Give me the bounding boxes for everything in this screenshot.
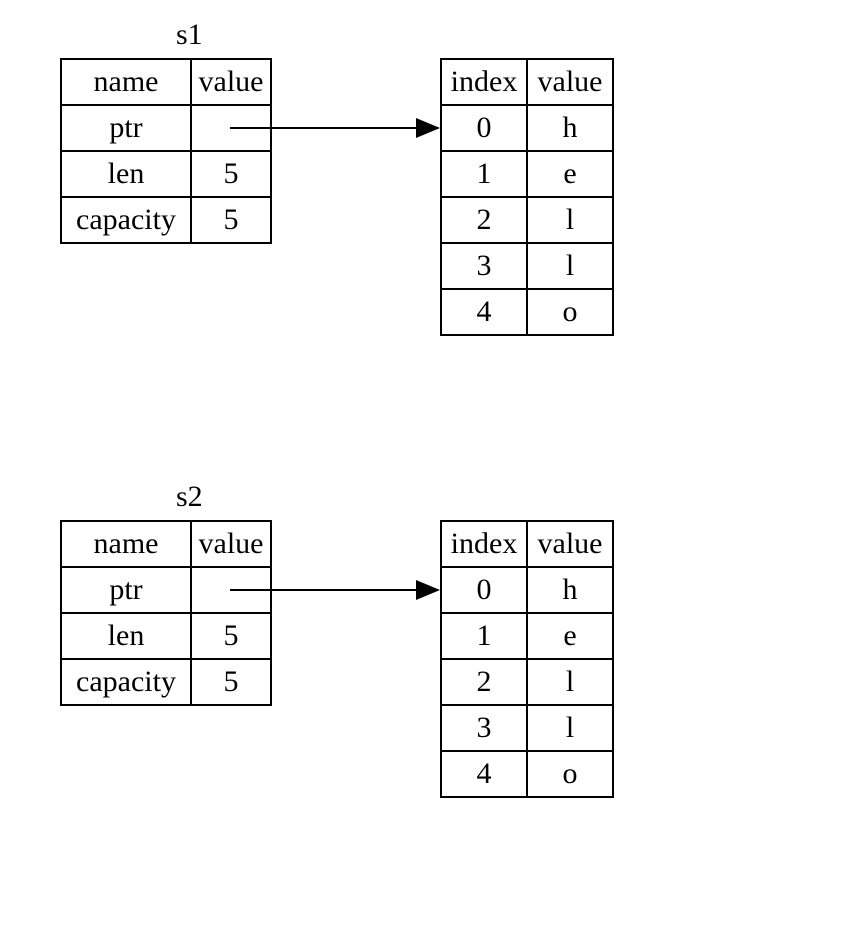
struct2-ptr-arrow [0,0,852,952]
memory-diagram: s1 name value ptr len 5 capacity 5 index… [0,0,852,952]
